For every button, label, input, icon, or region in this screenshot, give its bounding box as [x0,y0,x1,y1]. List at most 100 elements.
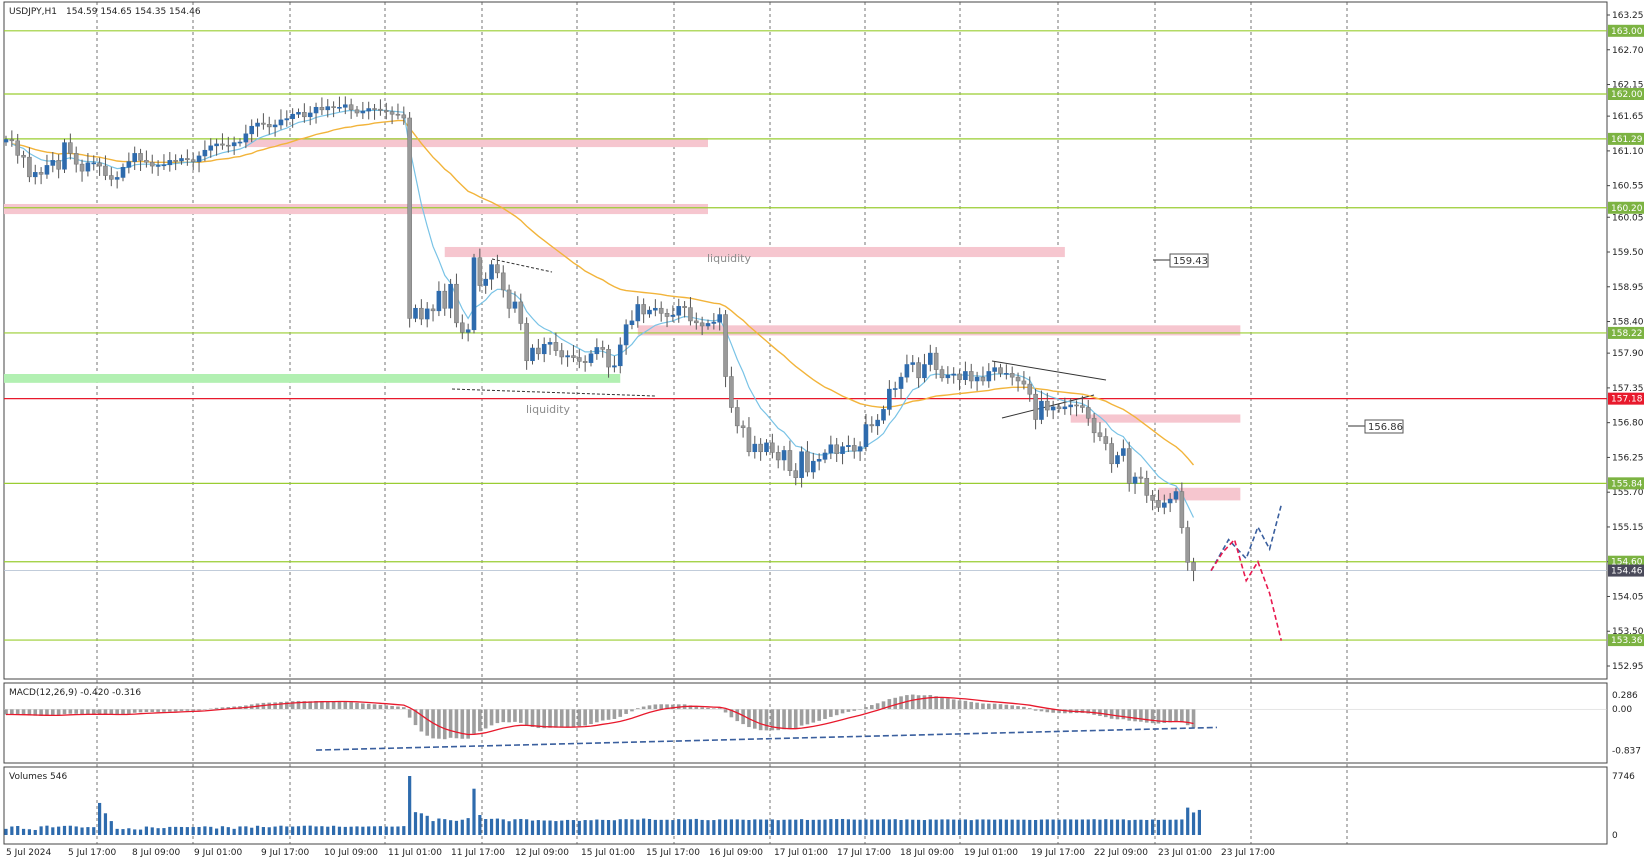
volume-bar [1180,819,1184,835]
macd-histogram-bar [483,709,488,729]
candle-body [740,425,746,429]
resistance-badge-text: 157.18 [1611,395,1643,405]
volume-bar [378,826,382,835]
macd-histogram-bar [881,701,886,710]
candle-body [547,342,553,345]
volume-bar [741,819,745,835]
candle-body [898,376,904,389]
level-7-badge-text: 153.36 [1611,636,1643,646]
candle-body [536,347,541,355]
x-tick-label: 23 Jul 01:00 [1158,848,1212,858]
liquidity-line-top [491,258,553,273]
candle-body [372,108,377,110]
macd-histogram-bar [372,704,377,710]
candle-body [974,376,980,382]
candle-body [132,153,137,162]
volume-bar [1098,819,1102,835]
volume-bar [4,828,8,835]
macd-histogram-bar [788,709,792,730]
volume-bar [571,820,576,835]
candle-body [477,257,483,286]
axes: 5 Jul 2024 5 Jul 17:00 8 Jul 09:00 9 Jul 01… [6,11,1644,858]
volume-bar [659,819,663,835]
macd-pane[interactable] [3,682,1608,764]
candle-body [1021,380,1027,385]
macd-histogram-bar [396,706,400,710]
macd-histogram-bar [536,709,541,729]
candle-body [278,119,284,126]
volume-bar [753,819,757,835]
triangle-upper-line [991,360,1107,381]
macd-histogram-bar [296,700,301,710]
y-tick-label: 156.80 [1612,419,1644,429]
candle-body [231,142,237,147]
x-tick-label: 15 Jul 01:00 [581,848,635,858]
candle-body [266,124,272,128]
macd-histogram-bar [1180,709,1184,723]
y-tick-label: 163.25 [1612,11,1644,21]
macd-signal-line [6,696,1194,736]
price-pane[interactable] [3,1,1608,680]
volume-bar [665,819,669,835]
volume-bar [1051,819,1055,835]
candle-body [559,350,565,358]
macd-histogram-bar [712,708,716,710]
macd-histogram-bar [208,708,213,710]
macd-histogram-bar [987,703,991,710]
candle-body [1162,502,1167,508]
macd-histogram-bar [454,709,459,739]
volume-bar [98,802,102,835]
macd-histogram-bar [495,709,500,724]
candle-body [73,153,79,165]
volume-bar [484,819,488,835]
candle-body [471,257,477,331]
price-projection [1210,504,1283,641]
current-price-badge [1608,564,1644,577]
volume-bar [770,819,774,835]
volume-bar [133,829,137,835]
volume-bar [39,826,43,835]
volume-bar [1022,819,1026,835]
volume-bar [419,813,423,835]
macd-histogram-bar [916,695,921,710]
volume-bar [413,812,418,835]
volume-bar [612,820,616,835]
volume-bar [57,826,61,835]
candle-body [1173,491,1179,500]
candle-body [401,114,407,119]
volume-bar [92,827,96,835]
volume-bar [952,819,956,835]
volume-bar [525,819,529,835]
volume-bar [74,826,78,835]
volume-bar [1092,819,1096,835]
volume-bar [624,819,628,835]
volume-bar [805,819,810,835]
candle-body [658,307,664,314]
macd-histogram-bar [612,709,617,719]
volume-bar [694,818,698,835]
macd-histogram-bar [583,709,587,726]
macd-histogram-bar [314,701,318,710]
macd-histogram-bar [565,709,570,728]
volume-bar [431,821,435,835]
volume-bar [1045,819,1049,835]
volume-bar [68,825,72,835]
volume-bar [437,818,441,835]
candle-body [553,342,559,351]
macd-histogram-bar [1104,709,1108,718]
volume-pane[interactable] [3,766,1608,845]
volume-bar [361,826,365,835]
candle-body [149,161,155,167]
macd-histogram-bar [302,701,307,710]
x-tick-label: 17 Jul 17:00 [837,848,891,858]
macd-histogram-bar [384,705,389,710]
candle-body [1185,527,1190,563]
macd-histogram-bar [653,704,658,710]
candle-body [512,301,518,309]
macd-histogram-bar [472,709,476,734]
macd-histogram-bar [1144,709,1149,723]
candle-body [711,321,717,324]
candle-body [255,122,260,127]
volume-bar [372,826,377,835]
